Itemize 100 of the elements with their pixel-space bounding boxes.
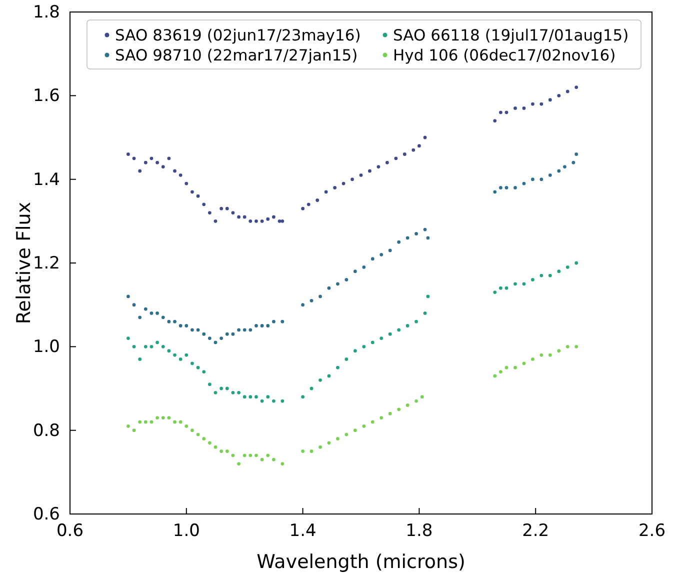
point: [423, 312, 427, 315]
point: [540, 353, 544, 357]
point: [266, 217, 270, 221]
point: [548, 98, 552, 102]
point: [380, 252, 384, 256]
point: [190, 362, 194, 366]
point: [574, 261, 578, 265]
point: [370, 257, 374, 261]
point: [397, 408, 401, 412]
point: [514, 106, 517, 110]
point: [370, 420, 374, 424]
point: [173, 420, 176, 424]
point: [406, 404, 410, 407]
point: [362, 424, 366, 428]
legend-label: SAO 66118 (19jul17/01aug15): [393, 26, 629, 44]
point: [557, 94, 561, 98]
point: [362, 344, 366, 348]
point: [426, 236, 430, 240]
point: [202, 332, 206, 336]
point: [385, 160, 389, 164]
point: [144, 160, 148, 164]
point: [225, 386, 229, 390]
point: [493, 290, 497, 294]
y-tick-label: 0.8: [32, 420, 60, 441]
point: [208, 211, 212, 214]
point: [242, 454, 246, 458]
point: [202, 370, 206, 374]
point: [336, 437, 340, 440]
point: [196, 366, 200, 370]
point: [237, 328, 240, 332]
point: [557, 169, 561, 173]
point: [402, 152, 406, 156]
point: [167, 349, 171, 353]
point: [178, 324, 182, 328]
point: [272, 458, 276, 462]
point: [498, 286, 502, 290]
point: [353, 270, 357, 274]
point: [310, 386, 314, 390]
point: [260, 399, 264, 403]
point: [406, 236, 410, 240]
x-tick-label: 1.0: [172, 521, 200, 542]
point: [301, 303, 304, 307]
y-tick-label: 1.6: [32, 86, 60, 106]
x-tick-label: 1.8: [406, 521, 433, 542]
y-tick-label: 1.8: [32, 2, 60, 22]
point: [214, 340, 218, 344]
point: [566, 90, 570, 94]
point: [563, 165, 566, 168]
point: [344, 278, 348, 282]
point: [504, 186, 508, 190]
point: [493, 190, 497, 194]
point: [530, 178, 534, 182]
point: [138, 316, 142, 320]
point: [280, 399, 284, 403]
point: [380, 416, 384, 420]
point: [540, 274, 544, 278]
point: [214, 219, 218, 223]
point: [202, 202, 206, 206]
point: [208, 441, 212, 445]
point: [350, 178, 354, 182]
point: [557, 270, 561, 274]
point: [237, 215, 240, 219]
point: [318, 378, 322, 382]
point: [173, 320, 176, 324]
point: [514, 366, 517, 370]
point: [254, 324, 258, 328]
point: [190, 428, 194, 432]
point: [190, 190, 194, 194]
point: [504, 286, 508, 290]
point: [423, 228, 427, 232]
point: [316, 198, 320, 202]
point: [414, 320, 418, 324]
point: [156, 340, 159, 344]
point: [150, 420, 154, 424]
point: [504, 366, 508, 370]
point: [574, 86, 578, 89]
point: [138, 169, 142, 173]
y-axis-title: Relative Flux: [13, 202, 35, 324]
point: [214, 445, 218, 449]
point: [324, 190, 328, 194]
point: [161, 165, 165, 168]
point: [184, 424, 188, 428]
point: [214, 390, 218, 394]
point: [231, 332, 235, 336]
point: [237, 390, 240, 394]
point: [301, 395, 304, 399]
point: [126, 294, 130, 298]
point: [310, 450, 314, 453]
point: [342, 182, 346, 186]
point: [498, 186, 502, 190]
point: [412, 148, 416, 152]
point: [132, 303, 136, 307]
point: [220, 336, 224, 340]
point: [202, 437, 206, 440]
point: [388, 332, 392, 336]
point: [344, 358, 348, 361]
point: [370, 340, 374, 344]
point: [132, 156, 136, 160]
point: [167, 320, 171, 324]
point: [161, 416, 165, 420]
